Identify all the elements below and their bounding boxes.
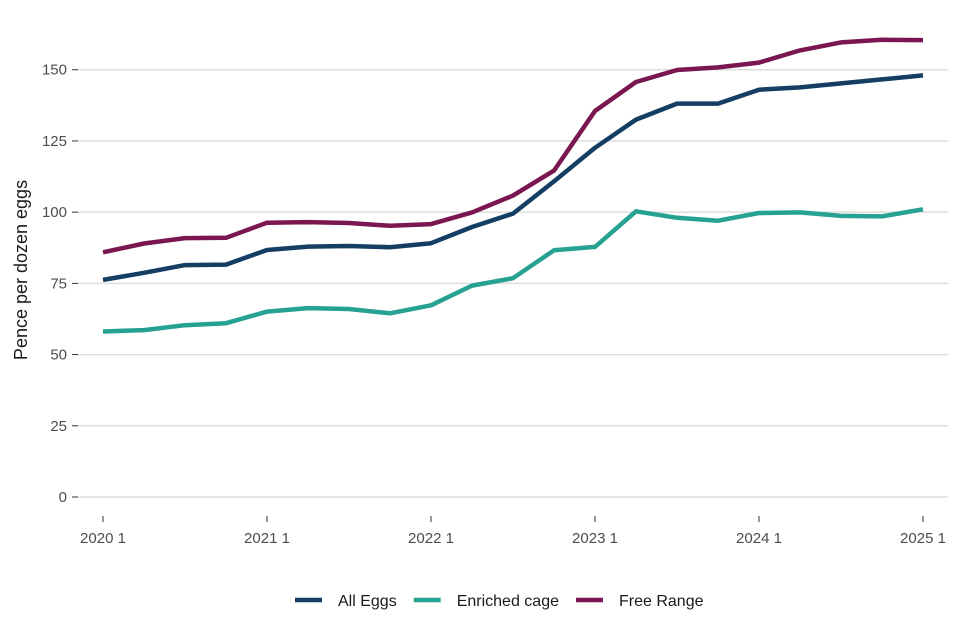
legend: All Eggs Enriched cage Free Range — [295, 593, 704, 610]
legend-item-enriched-cage: Enriched cage — [413, 593, 559, 610]
y-tick-label-25: 25 — [50, 418, 67, 435]
y-tick-label-75: 75 — [50, 275, 67, 292]
x-tick-label-5: 2025 1 — [900, 530, 946, 547]
series-lines — [102, 37, 924, 334]
y-tick-label-100: 100 — [42, 204, 67, 221]
legend-item-all-eggs: All Eggs — [295, 593, 397, 610]
x-tick-label-1: 2021 1 — [244, 530, 290, 547]
series-line-all-eggs — [102, 73, 924, 283]
y-tick-label-125: 125 — [42, 133, 67, 150]
y-tick-label-50: 50 — [50, 347, 67, 364]
x-tick-label-4: 2024 1 — [736, 530, 782, 547]
x-tick-label-3: 2023 1 — [572, 530, 618, 547]
x-axis: 2020 1 2021 1 2022 1 2023 1 2024 1 2025 1 — [80, 516, 946, 547]
x-tick-label-0: 2020 1 — [80, 530, 126, 547]
y-tick-label-0: 0 — [59, 489, 67, 506]
y-axis: 0 25 50 75 100 125 150 — [42, 62, 78, 506]
legend-label: All Eggs — [338, 593, 397, 610]
gridlines — [78, 68, 948, 498]
legend-label: Free Range — [619, 593, 704, 610]
legend-label: Enriched cage — [457, 593, 559, 610]
y-tick-label-150: 150 — [42, 62, 67, 79]
x-tick-label-2: 2022 1 — [408, 530, 454, 547]
series-line-enriched-cage — [102, 207, 924, 334]
series-line-free-range — [102, 37, 924, 255]
legend-item-free-range: Free Range — [576, 593, 704, 610]
y-axis-title: Pence per dozen eggs — [11, 180, 31, 360]
